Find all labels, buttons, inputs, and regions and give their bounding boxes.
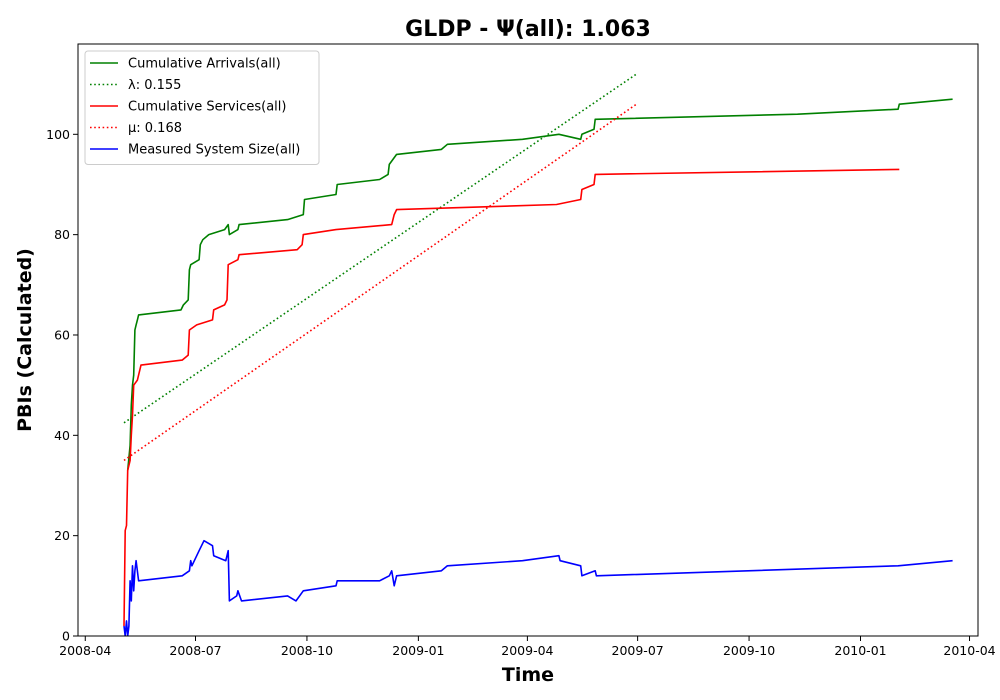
x-tick-label: 2008-10	[281, 643, 333, 658]
y-tick-label: 20	[54, 528, 70, 543]
legend: Cumulative Arrivals(all) λ: 0.155 Cumulati…	[84, 50, 320, 165]
plot-area	[123, 73, 953, 636]
x-tick-label: 2009-04	[501, 643, 553, 658]
x-axis-label: Time	[502, 664, 554, 686]
x-tick-label: 2009-10	[723, 643, 775, 658]
legend-label-measured-system-size-all: Measured System Size(all)	[128, 143, 300, 158]
legend-label-cumulative-arrivals-all: Cumulative Arrivals(all)	[128, 57, 281, 72]
y-tick-label: 100	[46, 127, 70, 142]
y-axis: 0 20 40 60 80 100	[46, 127, 78, 644]
x-axis: 2008-04 2008-07 2008-10 2009-01 2009-04 2009-…	[59, 636, 996, 658]
x-tick-label: 2008-04	[59, 643, 111, 658]
y-tick-label: 60	[54, 327, 70, 342]
y-tick-label: 40	[54, 428, 70, 443]
y-tick-label: 0	[62, 629, 70, 644]
plot-frame	[77, 43, 979, 637]
series-line-measured-system-size-all	[123, 539, 953, 636]
legend-box	[84, 50, 320, 165]
chart-title: GLDP - Ψ(all): 1.063	[405, 17, 651, 42]
x-tick-label: 2009-07	[612, 643, 664, 658]
legend-label-0-155: λ: 0.155	[128, 78, 181, 93]
x-tick-label: 2010-01	[834, 643, 886, 658]
series-line-0-168	[123, 103, 637, 462]
x-tick-label: 2009-01	[392, 643, 444, 658]
x-tick-label: 2010-04	[943, 643, 995, 658]
y-tick-label: 80	[54, 227, 70, 242]
x-tick-label: 2008-07	[169, 643, 221, 658]
series-line-cumulative-arrivals-all	[126, 98, 953, 471]
series-line-cumulative-services-all	[123, 168, 900, 627]
legend-label-cumulative-services-all: Cumulative Services(all)	[128, 100, 286, 115]
y-axis-label: PBIs (Calculated)	[14, 248, 36, 432]
legend-label-0-168: μ: 0.168	[128, 121, 182, 136]
